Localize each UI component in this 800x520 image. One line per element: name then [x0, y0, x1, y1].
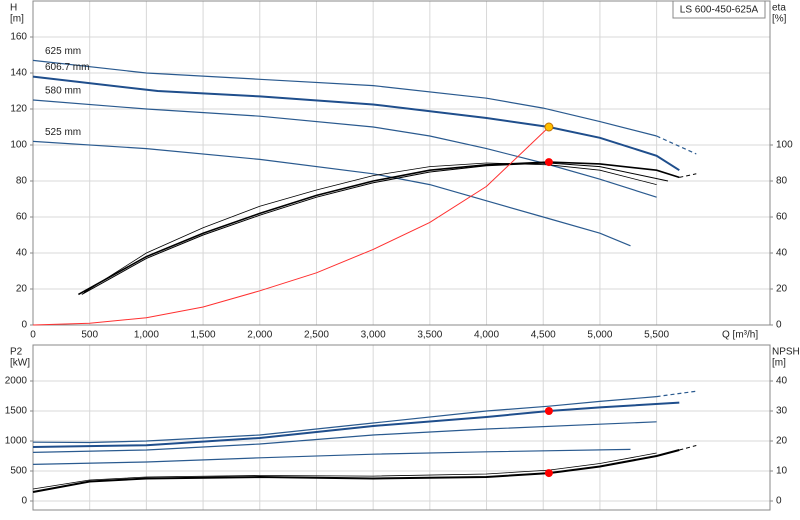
- y2-tick-label: 0: [776, 320, 782, 331]
- y2-axis-label: NPSH: [772, 347, 800, 358]
- x-tick-label: 500: [81, 330, 98, 341]
- y2-tick-label: 30: [776, 406, 788, 417]
- curve-label: 625 mm: [45, 46, 81, 57]
- y-axis-label: H: [10, 3, 17, 14]
- curve: [81, 162, 669, 295]
- curve: [32, 401, 680, 448]
- curve: [679, 173, 697, 178]
- y-tick-label: 80: [16, 176, 28, 187]
- y2-tick-label: 40: [776, 376, 788, 387]
- y2-axis-label: eta: [772, 3, 786, 14]
- curve: [32, 140, 631, 247]
- y-tick-label: 20: [16, 284, 28, 295]
- curve: [78, 161, 680, 296]
- y2-tick-label: 0: [776, 496, 782, 507]
- curve: [32, 59, 657, 137]
- curve: [32, 449, 680, 493]
- curve: [656, 390, 697, 398]
- curve: [32, 421, 657, 453]
- curve: [656, 135, 697, 155]
- curve-label: 606.7 mm: [45, 62, 89, 73]
- y-axis-unit: [kW]: [10, 358, 30, 369]
- chart-title: LS 600-450-625A: [680, 5, 759, 16]
- x-tick-label: 4,000: [474, 330, 499, 341]
- y-tick-label: 40: [16, 248, 28, 259]
- operating-point: [544, 122, 554, 132]
- y-tick-label: 500: [10, 466, 27, 477]
- y-tick-label: 120: [10, 104, 27, 115]
- y2-tick-label: 80: [776, 176, 788, 187]
- y-axis-label: P2: [10, 347, 23, 358]
- y-tick-label: 60: [16, 212, 28, 223]
- y-tick-label: 0: [21, 496, 27, 507]
- y2-tick-label: 100: [776, 140, 793, 151]
- curve-label: 525 mm: [45, 127, 81, 138]
- x-tick-label: 4,500: [531, 330, 556, 341]
- curve: [679, 445, 697, 451]
- x-tick-label: 1,500: [191, 330, 216, 341]
- title-box: [672, 0, 766, 19]
- operating-point: [544, 469, 553, 478]
- curve: [32, 126, 550, 326]
- curve: [32, 452, 657, 490]
- x-tick-label: 3,000: [361, 330, 386, 341]
- curve: [32, 99, 657, 198]
- curve: [32, 396, 657, 444]
- y-tick-label: 2000: [5, 376, 28, 387]
- x-tick-label: 2,500: [304, 330, 329, 341]
- plot-frame: [32, 344, 771, 511]
- operating-point: [544, 158, 553, 167]
- y2-axis-unit: [m]: [772, 358, 786, 369]
- y-tick-label: 100: [10, 140, 27, 151]
- curve: [32, 448, 631, 465]
- curve-label: 580 mm: [45, 86, 81, 97]
- x-tick-label: 5,000: [587, 330, 612, 341]
- x-tick-label: 3,500: [417, 330, 442, 341]
- y-tick-label: 1000: [5, 436, 28, 447]
- y2-tick-label: 40: [776, 248, 788, 259]
- y2-tick-label: 60: [776, 212, 788, 223]
- x-tick-label: 2,000: [247, 330, 272, 341]
- y-tick-label: 140: [10, 68, 27, 79]
- x-tick-label: 1,000: [134, 330, 159, 341]
- y2-tick-label: 20: [776, 436, 788, 447]
- x-tick-label: 0: [30, 330, 36, 341]
- curve: [32, 75, 680, 172]
- curve: [83, 162, 657, 293]
- plot-frame: [32, 0, 771, 326]
- operating-point: [544, 407, 553, 415]
- y2-tick-label: 10: [776, 466, 788, 477]
- y-tick-label: 1500: [5, 406, 28, 417]
- x-tick-label: 5,500: [644, 330, 669, 341]
- y-tick-label: 0: [21, 320, 27, 331]
- y-axis-unit: [m]: [10, 14, 24, 25]
- y2-axis-unit: [%]: [772, 14, 787, 25]
- y2-tick-label: 20: [776, 284, 788, 295]
- y-tick-label: 160: [10, 32, 27, 43]
- x-axis-label: Q [m³/h]: [722, 330, 758, 341]
